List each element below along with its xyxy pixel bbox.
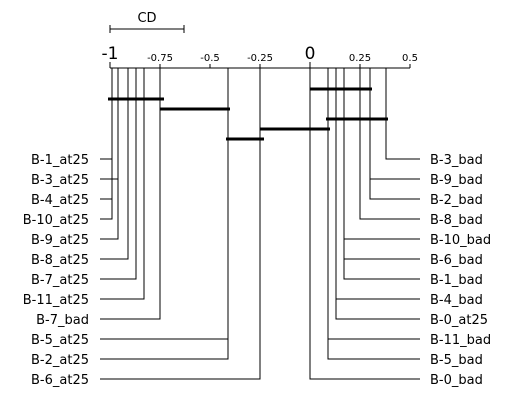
axis-tick-label: -0.5 — [200, 53, 220, 64]
right-item-label: B-6_bad — [430, 253, 483, 268]
clique-bars — [108, 87, 388, 141]
left-item-label: B-2_at25 — [31, 353, 89, 368]
right-leader-line — [335, 68, 420, 320]
right-item-label: B-4_bad — [430, 293, 483, 308]
right-leader-line — [327, 68, 420, 360]
left-item-label: B-10_at25 — [23, 213, 89, 228]
axis-tick-label: -0.25 — [247, 53, 273, 64]
right-leader-line — [343, 68, 420, 260]
right-leader-line — [343, 68, 420, 280]
critical-difference-indicator: CD — [109, 11, 185, 33]
left-leader-line — [100, 68, 229, 360]
left-leader-line — [100, 68, 161, 320]
left-leader-line — [100, 68, 113, 160]
left-item-label: B-1_at25 — [31, 153, 89, 168]
left-item-label: B-3_at25 — [31, 173, 89, 188]
right-leader-line — [343, 68, 420, 240]
right-item-label: B-10_bad — [430, 233, 491, 248]
left-item-label: B-7_bad — [36, 313, 89, 328]
right-item-label: B-1_bad — [430, 273, 483, 288]
axis-tick-label: 0.5 — [402, 53, 418, 64]
right-leader-line — [359, 68, 420, 220]
axis-tick-label: -1 — [102, 44, 119, 64]
left-item-label: B-5_at25 — [31, 333, 89, 348]
right-leader-line — [385, 68, 420, 160]
left-leader-line — [100, 68, 113, 220]
left-item-label: B-11_at25 — [23, 293, 89, 308]
left-item-label: B-9_at25 — [31, 233, 89, 248]
left-leader-line — [100, 68, 129, 260]
right-item-label: B-3_bad — [430, 153, 483, 168]
axis-tick-label: 0 — [305, 44, 316, 64]
left-leader-line — [100, 68, 261, 380]
right-item-label: B-0_at25 — [430, 313, 488, 328]
right-leader-line — [335, 68, 420, 300]
right-leader-line — [309, 68, 420, 380]
item-labels: B-1_at25 B-3_at25 B-4_at25 B-10_at25 B-9_at2… — [23, 153, 491, 388]
left-leader-line — [100, 68, 137, 280]
right-item-label: B-2_bad — [430, 193, 483, 208]
right-leader-line — [369, 68, 420, 180]
axis-tick-label: 0.25 — [349, 53, 371, 64]
right-item-label: B-11_bad — [430, 333, 491, 348]
item-leader-lines — [100, 68, 420, 380]
right-leader-line — [327, 68, 420, 340]
right-item-label: B-0_bad — [430, 373, 483, 388]
cd-label: CD — [137, 11, 156, 26]
axis-tick-label: -0.75 — [147, 53, 173, 64]
right-item-label: B-8_bad — [430, 213, 483, 228]
left-leader-line — [100, 68, 119, 180]
left-leader-line — [100, 68, 119, 240]
left-item-label: B-4_at25 — [31, 193, 89, 208]
left-item-label: B-8_at25 — [31, 253, 89, 268]
right-leader-line — [369, 68, 420, 200]
left-item-label: B-6_at25 — [31, 373, 89, 388]
axis-ticks: -1 -0.75 -0.5 -0.25 0 0.25 0.5 — [102, 44, 418, 68]
left-item-label: B-7_at25 — [31, 273, 89, 288]
right-item-label: B-9_bad — [430, 173, 483, 188]
right-item-label: B-5_bad — [430, 353, 483, 368]
left-leader-line — [100, 68, 145, 300]
